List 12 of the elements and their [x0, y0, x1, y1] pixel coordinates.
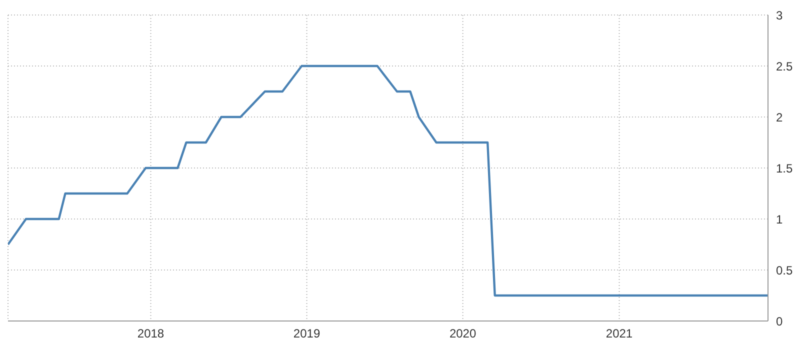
y-tick-label: 1	[776, 212, 783, 226]
x-tick-label: 2019	[293, 326, 320, 341]
x-tick-label: 2021	[606, 326, 633, 341]
y-tick-label: 1.5	[776, 161, 794, 176]
x-tick-label: 2018	[137, 326, 164, 341]
y-tick-label: 2.5	[776, 59, 794, 74]
y-tick-label: 2	[776, 110, 783, 124]
line-series	[8, 64, 768, 297]
y-tick-label: 0.5	[776, 263, 794, 278]
y-tick-label: 0	[776, 314, 783, 328]
y-tick-label: 3	[776, 8, 783, 22]
x-tick-label: 2020	[449, 326, 476, 341]
